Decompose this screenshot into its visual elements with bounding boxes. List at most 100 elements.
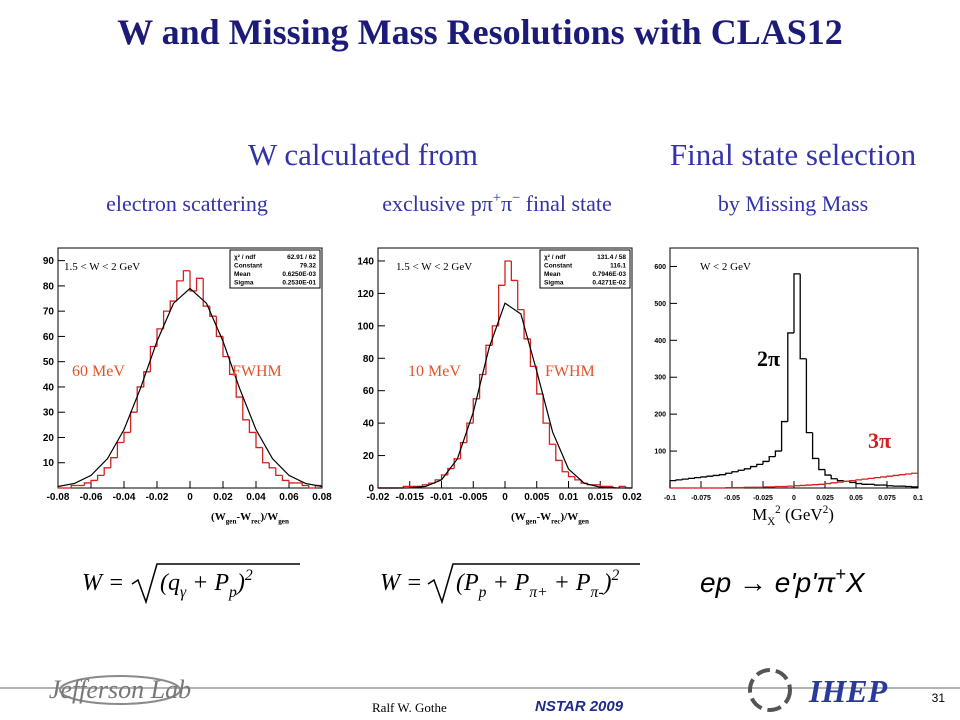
histogram-bin [725, 472, 732, 475]
histogram-bin [162, 310, 171, 329]
y-tick-label: 0 [368, 484, 374, 495]
histogram-bin [855, 482, 863, 485]
y-tick-label: 40 [43, 382, 55, 393]
annotation: W < 2 GeV [700, 261, 751, 273]
histogram-bin [70, 484, 78, 488]
y-tick-label: 80 [43, 281, 55, 292]
histogram-bin [143, 371, 151, 387]
stats-label: Sigma [234, 280, 254, 287]
logo-text: IHEP [808, 673, 888, 709]
heading: W calculated from [248, 137, 478, 172]
histogram-bin [811, 432, 819, 460]
stats-label: Mean [234, 271, 251, 278]
histogram-bin [749, 465, 757, 469]
histogram-bin [561, 460, 569, 473]
histogram-bin [453, 458, 461, 469]
histogram-bin [842, 480, 850, 483]
formula-part: ep → e'p'π [700, 567, 837, 598]
y-tick-label: 80 [363, 354, 375, 365]
histogram-bin [510, 260, 518, 282]
stats-value: 131.4 / 58 [597, 254, 626, 261]
formula-part: p [228, 584, 237, 601]
stats-label: Sigma [544, 280, 564, 287]
histogram-bin [861, 483, 869, 485]
stats-value: 0.2530E-01 [282, 280, 316, 287]
annotation: 60 MeV [72, 363, 125, 380]
subheading: electron scattering [106, 191, 268, 216]
histogram-bin [466, 422, 474, 443]
formula-part: + P [186, 570, 229, 596]
histogram-bin [805, 358, 813, 434]
histogram-bin [599, 484, 607, 488]
histogram-bin [136, 386, 144, 413]
histogram-bin [459, 441, 467, 459]
y-tick-label: 30 [43, 408, 55, 419]
histogram-bin [830, 482, 838, 484]
x-tick-label: 0.01 [559, 492, 579, 503]
annotation: FWHM [545, 363, 595, 380]
formula: W = [82, 570, 124, 596]
stats-box [539, 249, 631, 289]
histogram-bin [536, 366, 544, 395]
histogram-bin [836, 481, 844, 483]
histogram-bin [774, 450, 782, 457]
histogram-bin [504, 260, 512, 286]
histogram-bin [799, 273, 807, 360]
x-tick-label: 0 [187, 492, 193, 503]
histogram-bin [96, 474, 105, 481]
histogram-bin [886, 485, 894, 487]
x-axis-label-part: ) [828, 505, 834, 524]
histogram-bin [169, 300, 177, 312]
x-tick-label: 0.025 [816, 495, 834, 502]
histogram-bin [911, 472, 918, 474]
histogram-bin [275, 467, 283, 477]
slide-title: W and Missing Mass Resolutions with CLAS… [117, 12, 842, 52]
x-tick-label: -0.01 [430, 492, 453, 503]
histogram-bin [793, 273, 801, 333]
formula-part: p [478, 584, 487, 601]
formula-part: π- [591, 584, 604, 601]
y-tick-label: 300 [654, 375, 666, 382]
histogram-bin [706, 475, 714, 477]
x-tick-label: 0.02 [213, 492, 233, 503]
x-axis-label: MX2 (GeV2) [752, 504, 834, 528]
histogram-bin [189, 270, 197, 292]
stats-label: Constant [544, 263, 573, 270]
x-axis-label: (Wgen-Wrec)/Wgen [511, 511, 589, 525]
y-tick-label: 50 [43, 357, 55, 368]
x-tick-label: -0.025 [753, 495, 773, 502]
series-label: 3π [868, 428, 891, 453]
stats-label: χ² / ndf [544, 254, 566, 261]
histogram-bin [235, 374, 243, 398]
stats-value: 116.1 [610, 263, 626, 270]
x-axis-label-part: gen [278, 517, 289, 525]
formula-part: (P [456, 570, 479, 596]
histogram-bin [447, 467, 455, 476]
y-tick-label: 140 [357, 256, 374, 267]
histogram-bin [669, 479, 677, 488]
radical [427, 563, 640, 605]
x-tick-label: 0 [792, 495, 796, 502]
histogram-bin [849, 479, 856, 482]
x-axis-label-part: (W [211, 511, 226, 523]
formula-part: + P [548, 570, 591, 596]
histogram-bin [222, 336, 230, 358]
histogram-bin [103, 467, 111, 476]
histogram-bin [712, 474, 720, 477]
x-axis-label-part: rec [551, 517, 560, 525]
formula: (Pp + Pπ+ + Pπ-)2 [456, 567, 620, 601]
x-tick-label: 0.005 [524, 492, 549, 503]
x-axis-label-part: )/W [561, 511, 579, 523]
histogram-bin [567, 471, 575, 478]
histogram-bin [498, 284, 505, 326]
x-tick-label: -0.08 [47, 492, 70, 503]
histogram-bin [681, 478, 689, 480]
histogram-bin [737, 469, 745, 472]
histogram-bin [756, 463, 763, 467]
x-axis-label-part: 2 [823, 504, 829, 516]
y-tick-label: 500 [654, 301, 666, 308]
histogram-bin [83, 482, 91, 486]
histogram-bin [182, 270, 190, 281]
y-tick-label: 90 [43, 256, 55, 267]
